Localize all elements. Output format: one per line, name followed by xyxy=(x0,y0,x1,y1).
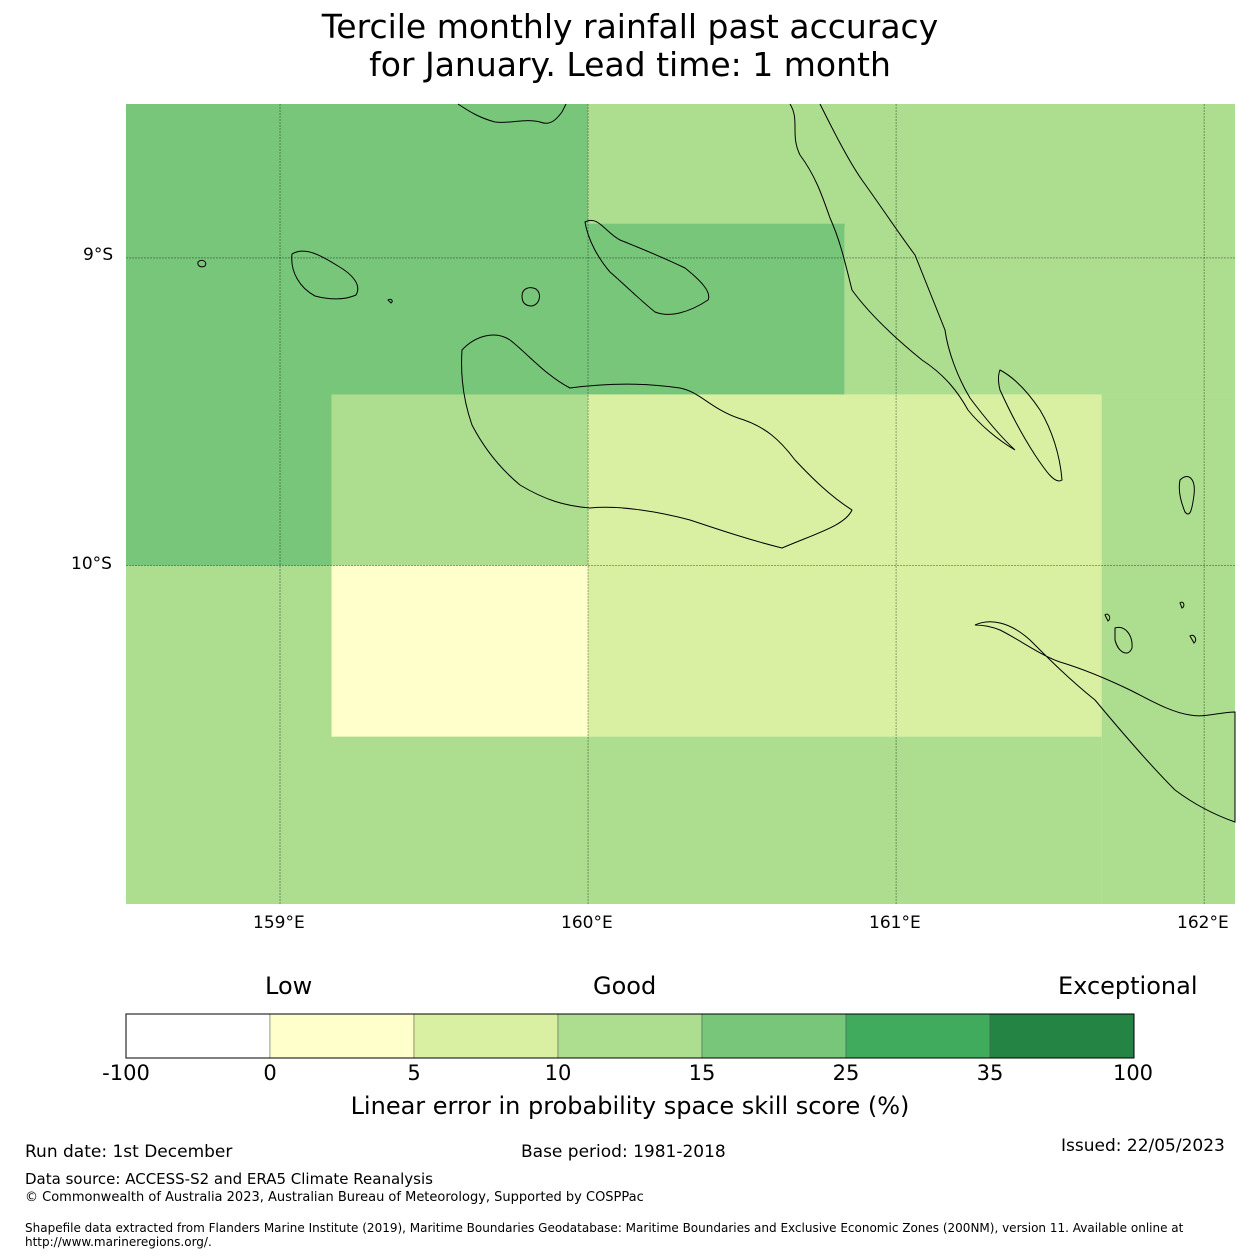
island-small-west xyxy=(197,259,207,268)
colorbar-tick: 0 xyxy=(263,1061,277,1085)
chart-title-line1: Tercile monthly rainfall past accuracy xyxy=(321,7,939,46)
island-santa-isabel xyxy=(789,103,1016,451)
island-guadalcanal xyxy=(461,334,853,549)
lat-label-9s: 9°S xyxy=(83,245,114,265)
colorbar-tick: 10 xyxy=(544,1061,572,1085)
colorbar-title: Linear error in probability space skill … xyxy=(350,1092,910,1120)
island-russell xyxy=(291,250,359,300)
chart-title-line2: for January. Lead time: 1 month xyxy=(369,45,891,84)
skill-cell-5 xyxy=(588,394,1102,737)
map-gridlines xyxy=(126,104,1235,904)
colorbar-tick: 100 xyxy=(1112,1061,1154,1085)
run-date: Run date: 1st December xyxy=(25,1142,233,1162)
colorbar-label-low: Low xyxy=(265,972,313,1000)
colorbar-segment-1 xyxy=(269,1013,415,1059)
copyright: © Commonwealth of Australia 2023, Austra… xyxy=(25,1190,644,1205)
colorbar-segment-6 xyxy=(989,1013,1135,1059)
colorbar xyxy=(125,1013,1135,1059)
island-small-tiny xyxy=(387,298,393,304)
island-east-small xyxy=(1178,476,1195,515)
skill-cell-7 xyxy=(331,565,589,737)
colorbar-tick: 35 xyxy=(976,1061,1004,1085)
colorbar-tick: 25 xyxy=(832,1061,860,1085)
island-small-a xyxy=(1104,613,1111,622)
skill-cell-2 xyxy=(588,223,845,395)
island-north-fragment xyxy=(457,103,567,124)
colorbar-frame xyxy=(125,1013,1135,1059)
lat-label-10s: 10°S xyxy=(71,554,112,574)
colorbar-segment-4 xyxy=(701,1013,847,1059)
colorbar-tick: 15 xyxy=(688,1061,716,1085)
colorbar-label-exceptional: Exceptional xyxy=(1058,972,1198,1000)
colorbar-segment-0 xyxy=(125,1013,271,1059)
skill-grid-cells xyxy=(126,104,1235,904)
colorbar-segment-2 xyxy=(413,1013,559,1059)
island-small-b xyxy=(1179,601,1185,609)
skill-cell-3 xyxy=(844,223,1235,395)
skill-cell-9 xyxy=(331,736,1102,904)
island-makira xyxy=(974,621,1236,823)
coastlines xyxy=(197,103,1236,823)
skill-cell-6 xyxy=(1101,394,1235,904)
lon-label-162e: 162°E xyxy=(1177,913,1229,933)
skill-cell-8 xyxy=(126,565,332,904)
colorbar-segment-5 xyxy=(845,1013,991,1059)
lon-label-159e: 159°E xyxy=(253,913,305,933)
skill-cell-4 xyxy=(331,394,589,566)
base-period: Base period: 1981-2018 xyxy=(521,1142,726,1162)
island-florida xyxy=(584,219,710,315)
colorbar-label-good: Good xyxy=(593,972,657,1000)
colorbar-tick: 5 xyxy=(407,1061,421,1085)
skill-cell-1 xyxy=(588,104,1235,228)
shapefile-credit: Shapefile data extracted from Flanders M… xyxy=(25,1221,1184,1249)
island-small-c xyxy=(1189,634,1197,644)
lon-label-161e: 161°E xyxy=(869,913,921,933)
island-malaita xyxy=(998,369,1063,482)
data-source: Data source: ACCESS-S2 and ERA5 Climate … xyxy=(25,1170,433,1188)
issued-date: Issued: 22/05/2023 xyxy=(1061,1136,1225,1156)
colorbar-tick: -100 xyxy=(102,1061,150,1085)
lon-label-160e: 160°E xyxy=(561,913,613,933)
island-savo xyxy=(521,287,540,307)
island-ulawa xyxy=(1114,626,1133,654)
colorbar-segment-3 xyxy=(557,1013,703,1059)
